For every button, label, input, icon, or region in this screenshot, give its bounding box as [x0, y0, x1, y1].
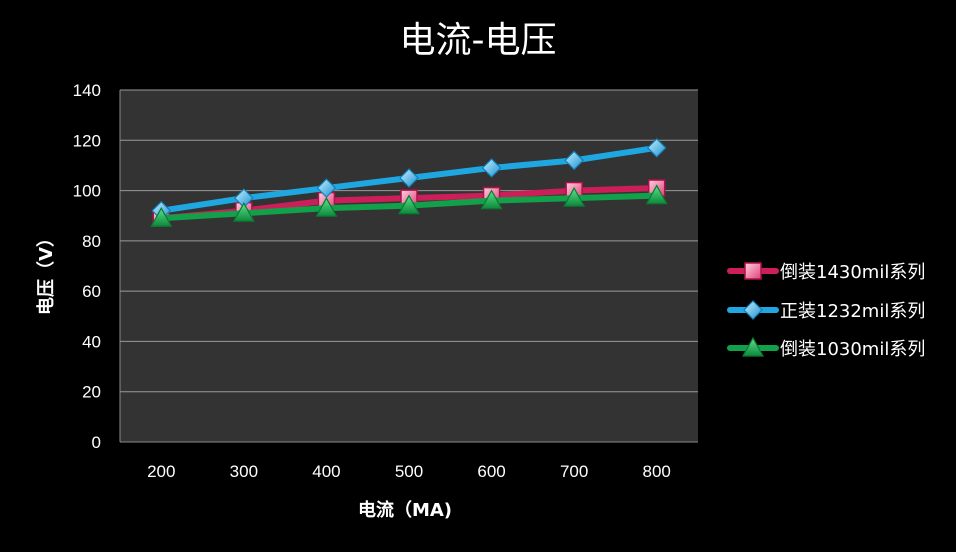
y-tick-label: 80: [82, 232, 101, 251]
x-tick-label: 300: [230, 462, 258, 481]
legend-marker-square: [744, 262, 762, 280]
y-tick-label: 20: [82, 383, 101, 402]
legend-label: 倒装1030mil系列: [780, 339, 925, 360]
y-axis-title: 电压（V）: [35, 229, 57, 315]
data-point-triangle: [645, 184, 668, 205]
x-tick-label: 400: [312, 462, 340, 481]
x-tick-label: 700: [560, 462, 588, 481]
legend-marker-triangle: [741, 336, 765, 357]
x-tick-label: 500: [395, 462, 423, 481]
x-axis-ticks: 200 300 400 500 600 700 800: [147, 462, 671, 481]
data-point-triangle: [232, 201, 255, 222]
legend-label: 倒装1430mil系列: [780, 262, 925, 283]
data-point-triangle: [397, 194, 421, 215]
chart-title: 电流-电压: [400, 20, 557, 61]
data-point-triangle: [315, 196, 338, 217]
y-tick-label: 100: [73, 182, 101, 201]
legend-marker-diamond: [743, 300, 763, 320]
data-point-triangle: [150, 206, 173, 227]
y-tick-label: 40: [82, 332, 101, 351]
data-point-diamond: [399, 168, 419, 188]
x-axis-title: 电流（MA): [358, 499, 452, 521]
data-point-diamond: [481, 158, 502, 178]
plot-area: [120, 90, 698, 442]
y-axis-ticks: 0 20 40 60 80 100 120 140: [73, 81, 101, 452]
data-point-triangle: [480, 189, 503, 210]
y-tick-label: 120: [73, 131, 101, 150]
x-tick-label: 800: [643, 462, 671, 481]
series-group: [150, 137, 668, 227]
legend-item: 正装1232mil系列: [727, 300, 925, 322]
data-point-diamond: [564, 150, 584, 171]
data-point-triangle: [563, 186, 586, 207]
legend-item: 倒装1030mil系列: [727, 336, 925, 360]
y-tick-label: 140: [73, 81, 101, 100]
legend-item: 倒装1430mil系列: [727, 262, 925, 283]
legend-label: 正装1232mil系列: [780, 301, 925, 322]
y-tick-label: 0: [92, 433, 101, 452]
data-point-diamond: [646, 137, 667, 158]
x-tick-label: 600: [477, 462, 505, 481]
series-triangle: [150, 184, 668, 227]
y-tick-label: 60: [82, 282, 101, 301]
x-tick-label: 200: [147, 462, 175, 481]
